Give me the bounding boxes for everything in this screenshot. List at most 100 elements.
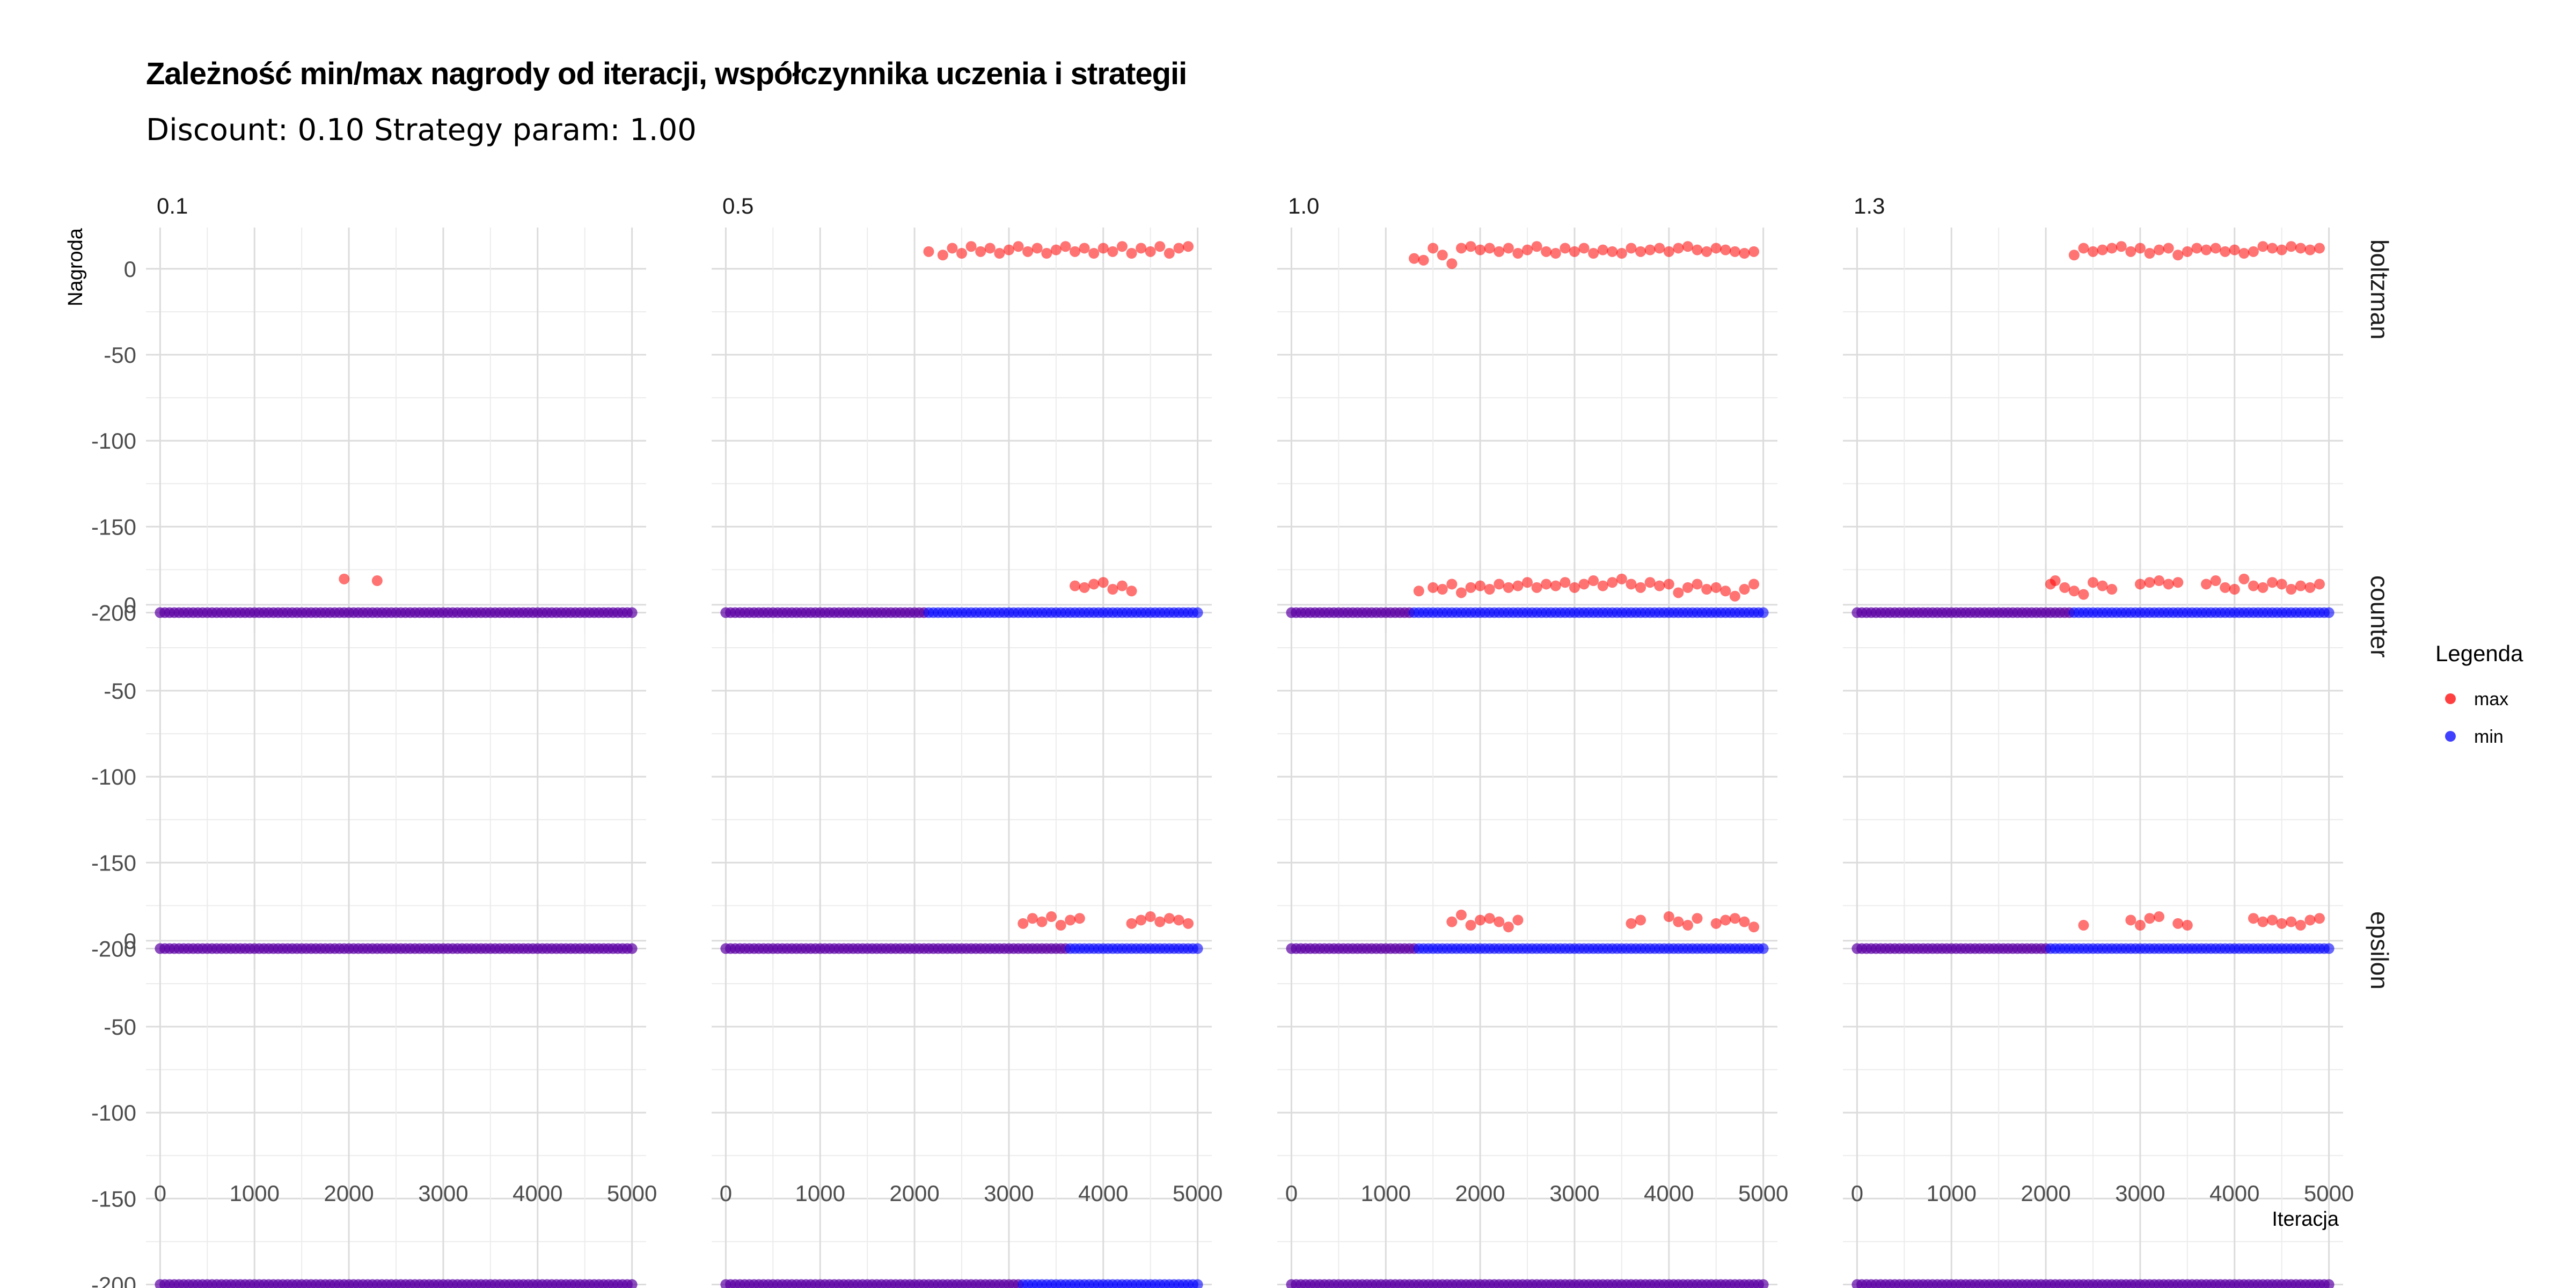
- max-point: [1569, 246, 1580, 257]
- max-point: [1437, 584, 1448, 595]
- max-point: [2314, 913, 2325, 924]
- x-tick-label: 5000: [1173, 1181, 1223, 1206]
- max-point: [1673, 243, 1684, 254]
- max-point: [2097, 244, 2108, 255]
- max-point: [1022, 246, 1034, 257]
- max-point: [1503, 582, 1514, 593]
- max-point: [1428, 243, 1439, 254]
- max-point: [1465, 920, 1476, 931]
- max-point: [1145, 911, 1156, 923]
- max-point: [2050, 575, 2061, 587]
- max-point: [1597, 244, 1608, 255]
- max-point: [2210, 575, 2221, 587]
- max-point: [1050, 244, 1062, 255]
- max-point: [1494, 246, 1505, 257]
- max-point: [1428, 582, 1439, 593]
- y-tick-label: -200: [91, 601, 136, 626]
- max-point: [2182, 246, 2193, 257]
- max-point: [1465, 241, 1476, 252]
- max-point: [1163, 913, 1175, 924]
- max-point: [1729, 246, 1740, 257]
- max-point: [1635, 246, 1646, 257]
- max-point: [2144, 577, 2155, 588]
- max-point: [1107, 246, 1118, 257]
- max-point: [975, 246, 986, 257]
- max-point: [1512, 580, 1524, 591]
- max-point: [1644, 577, 1656, 588]
- max-point: [1154, 241, 1166, 252]
- max-point: [2286, 584, 2297, 595]
- max-point: [1046, 911, 1057, 923]
- max-point: [1588, 248, 1599, 259]
- max-point: [1136, 243, 1147, 254]
- max-point: [2257, 916, 2268, 927]
- x-tick-label: 2000: [1455, 1181, 1505, 1206]
- x-tick-label: 0: [154, 1181, 166, 1206]
- max-point: [1074, 913, 1085, 924]
- max-point: [1088, 579, 1100, 590]
- max-point: [2125, 914, 2136, 926]
- max-point: [1692, 913, 1703, 924]
- y-tick-label: 0: [124, 257, 136, 282]
- x-tick-label: 1000: [1927, 1181, 1977, 1206]
- max-point: [1550, 248, 1561, 259]
- max-point: [2220, 246, 2231, 257]
- min-point: [626, 607, 638, 618]
- max-point: [2286, 241, 2297, 252]
- y-tick-label: -50: [104, 342, 136, 368]
- max-point: [2106, 584, 2118, 595]
- legend-title: Legenda: [2435, 641, 2523, 666]
- max-point: [1692, 244, 1703, 255]
- max-point: [371, 575, 383, 587]
- max-point: [2088, 577, 2098, 588]
- max-point: [1578, 579, 1590, 590]
- x-tick-label: 2000: [2021, 1181, 2070, 1206]
- max-point: [1739, 248, 1750, 259]
- max-point: [2068, 586, 2080, 597]
- max-point: [1455, 909, 1467, 920]
- legend-key-min: [2445, 731, 2456, 742]
- min-point: [1758, 1279, 1769, 1288]
- max-point: [1107, 584, 1118, 595]
- min-point: [626, 943, 638, 954]
- max-point: [1475, 244, 1486, 255]
- max-point: [2257, 241, 2268, 252]
- max-point: [2116, 241, 2127, 252]
- legend-key-max: [2445, 693, 2456, 704]
- max-point: [1578, 243, 1590, 254]
- max-point: [1041, 248, 1052, 259]
- max-point: [2257, 582, 2268, 593]
- max-point: [2267, 577, 2278, 588]
- max-point: [1036, 916, 1048, 927]
- max-point: [2172, 250, 2184, 261]
- max-point: [1729, 913, 1740, 924]
- max-point: [2106, 243, 2118, 254]
- x-tick-label: 0: [720, 1181, 732, 1206]
- y-tick-label: -50: [104, 1014, 136, 1040]
- max-point: [1701, 584, 1713, 595]
- max-point: [1065, 914, 1076, 926]
- x-tick-label: 0: [1285, 1181, 1298, 1206]
- max-point: [1437, 250, 1448, 261]
- max-point: [1635, 914, 1646, 926]
- max-point: [1720, 914, 1731, 926]
- min-point: [626, 1279, 638, 1288]
- max-point: [1710, 243, 1722, 254]
- max-point: [2059, 582, 2070, 593]
- max-point: [1163, 248, 1175, 259]
- max-point: [1531, 582, 1542, 593]
- max-point: [2304, 914, 2316, 926]
- max-point: [1692, 579, 1703, 590]
- max-point: [1626, 918, 1637, 929]
- facet-row-label: counter: [2366, 575, 2394, 657]
- max-point: [1003, 244, 1014, 255]
- max-point: [2154, 575, 2165, 587]
- x-tick-label: 3000: [418, 1181, 468, 1206]
- max-point: [1183, 918, 1194, 929]
- max-point: [1055, 920, 1066, 931]
- max-point: [1663, 579, 1674, 590]
- y-tick-label: -100: [91, 1100, 136, 1125]
- max-point: [1758, 1279, 1769, 1288]
- max-point: [2134, 920, 2146, 931]
